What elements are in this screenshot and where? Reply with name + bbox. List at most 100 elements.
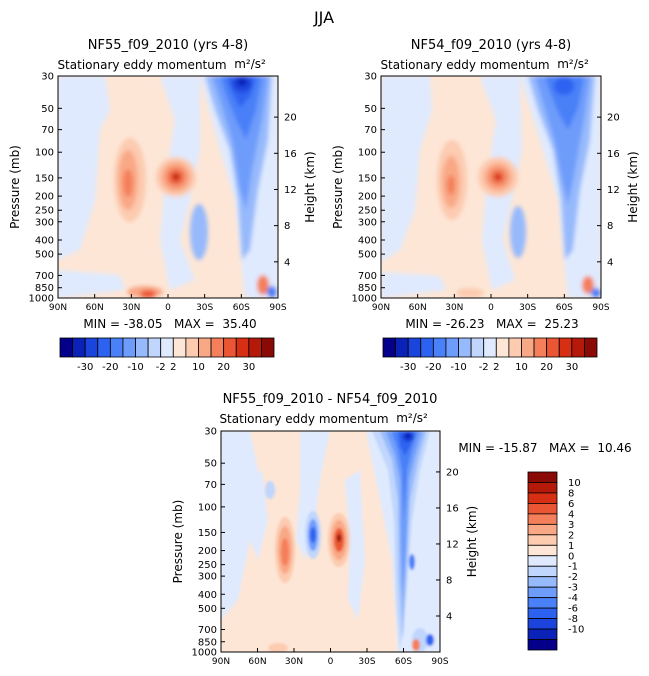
panel2-field	[381, 76, 601, 298]
colorbar-label: 6	[568, 499, 574, 510]
colorbar-box	[527, 576, 558, 588]
colorbar-box	[147, 337, 162, 358]
colorbar-box	[261, 337, 275, 358]
colorbar-box	[59, 337, 73, 358]
pressure-tick-label: 100	[35, 148, 54, 159]
colorbar-box	[527, 607, 558, 619]
pressure-tick-label: 150	[198, 528, 217, 539]
colorbar-box	[445, 337, 459, 358]
colorbar-label: 30	[242, 362, 255, 373]
pressure-tick-label: 30	[364, 72, 377, 83]
colorbar-label: 3	[568, 520, 574, 531]
colorbar-box	[527, 639, 558, 651]
colorbar-box	[458, 337, 472, 358]
pressure-tick-label: 250	[35, 206, 54, 217]
pressure-tick-label: 30	[204, 427, 217, 438]
height-tick-label: 4	[284, 257, 290, 268]
colorbar-box	[558, 337, 573, 358]
pressure-tick-label: 400	[35, 235, 54, 246]
colorbar-box	[483, 337, 497, 358]
colorbar-box	[571, 337, 585, 358]
colorbar-label: 8	[568, 488, 574, 499]
colorbar-box	[198, 337, 212, 358]
colorbar-label: -10	[127, 362, 143, 373]
panel1-axes: 305070100150200250300400500700850100090N…	[8, 72, 317, 314]
colorbar-box	[495, 337, 510, 358]
colorbar-label: 10	[192, 362, 205, 373]
right-axis-label: Height (km)	[626, 151, 640, 222]
colorbar-label: -10	[450, 362, 466, 373]
latitude-tick-label: 90N	[212, 657, 230, 667]
colorbar-label: -10	[568, 625, 584, 636]
latitude-tick-label: 90S	[592, 303, 609, 313]
height-tick-label: 8	[284, 221, 290, 232]
colorbar-box	[527, 523, 558, 536]
colorbar-box	[109, 337, 124, 358]
colorbar-box	[527, 597, 558, 609]
colorbar-box	[527, 513, 558, 525]
panel3-subtitle: Stationary eddy momentum	[219, 412, 388, 426]
colorbar-label: -20	[425, 362, 441, 373]
height-tick-label: 8	[607, 221, 613, 232]
height-tick-label: 12	[446, 539, 459, 550]
colorbar-label: 10	[515, 362, 528, 373]
colorbar-box	[432, 337, 447, 358]
colorbar-box	[420, 337, 434, 358]
pressure-tick-label: 1000	[192, 648, 217, 659]
colorbar-box	[135, 337, 149, 358]
pressure-tick-label: 500	[198, 604, 217, 615]
pressure-tick-label: 50	[204, 459, 217, 470]
right-axis-label: Height (km)	[303, 151, 317, 222]
panel3-field	[221, 431, 440, 652]
pressure-tick-label: 500	[35, 250, 54, 261]
panel3-units: m²/s²	[396, 411, 428, 425]
pressure-tick-label: 30	[41, 72, 54, 83]
panel2-axes: 305070100150200250300400500700850100090N…	[331, 72, 640, 314]
colorbar-box	[527, 471, 558, 483]
pressure-tick-label: 70	[204, 480, 217, 491]
panel2-subtitle: Stationary eddy momentum	[380, 58, 549, 72]
colorbar-box	[84, 337, 99, 358]
y-axis-label: Pressure (mb)	[171, 500, 185, 584]
colorbar-box	[97, 337, 111, 358]
latitude-tick-label: 60S	[556, 303, 573, 313]
colorbar-label: 30	[565, 362, 578, 373]
pressure-tick-label: 850	[198, 637, 217, 648]
latitude-tick-label: 30S	[196, 303, 213, 313]
panel3-axes: 305070100150200250300400500700850100090N…	[171, 427, 479, 668]
colorbar-box	[527, 534, 558, 546]
height-tick-label: 4	[607, 257, 613, 268]
colorbar-box	[172, 337, 187, 358]
pressure-tick-label: 200	[35, 192, 54, 203]
pressure-tick-label: 200	[358, 192, 377, 203]
colorbar-label: -20	[102, 362, 118, 373]
height-tick-label: 20	[607, 113, 620, 124]
right-axis-label: Height (km)	[465, 506, 479, 577]
height-tick-label: 4	[446, 611, 452, 622]
colorbar-box	[527, 503, 558, 515]
pressure-tick-label: 70	[364, 125, 377, 136]
latitude-tick-label: 0	[328, 657, 334, 667]
pressure-tick-label: 500	[358, 250, 377, 261]
latitude-tick-label: 30S	[519, 303, 536, 313]
colorbar-box	[533, 337, 548, 358]
colorbar-label: -2	[479, 362, 489, 373]
latitude-tick-label: 30N	[285, 657, 303, 667]
panel2-title: NF54_f09_2010 (yrs 4-8)	[411, 38, 571, 53]
latitude-tick-label: 0	[165, 303, 171, 313]
colorbar-box	[210, 337, 225, 358]
colorbar-box	[527, 492, 558, 504]
panel1-minmax: MIN = -38.05 MAX = 35.40	[83, 317, 256, 331]
panel-nf54: NF54_f09_2010 (yrs 4-8) Stationary eddy …	[331, 38, 640, 373]
panel1-title: NF55_f09_2010 (yrs 4-8)	[88, 38, 248, 53]
panel1-colorbar: -30 -20 -10 -2 2 10 20 30	[59, 337, 275, 373]
height-tick-label: 12	[284, 185, 297, 196]
colorbar-box	[527, 555, 558, 567]
colorbar-label: 20	[217, 362, 230, 373]
colorbar-label: 1	[568, 541, 574, 552]
panel2-colorbar: -30 -20 -10 -2 2 10 20 30	[382, 337, 598, 373]
y-axis-label: Pressure (mb)	[331, 145, 345, 229]
pressure-tick-label: 300	[198, 572, 217, 583]
